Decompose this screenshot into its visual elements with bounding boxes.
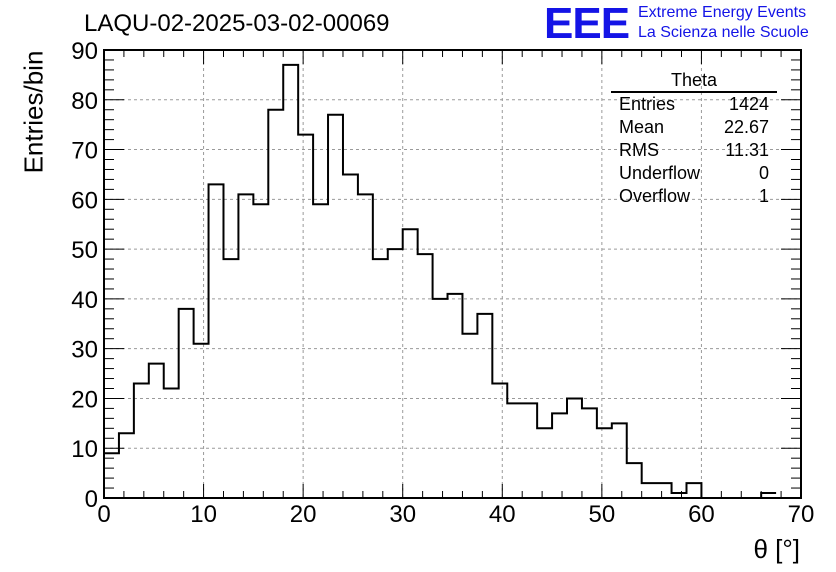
histogram-bin — [567, 398, 582, 498]
histogram-bin — [298, 135, 313, 498]
y-tick-label: 50 — [71, 237, 98, 264]
y-tick-label: 60 — [71, 187, 98, 214]
grid-lines — [104, 50, 801, 498]
histogram-bin — [612, 423, 627, 498]
stats-row-entries: Entries 1424 — [611, 93, 777, 116]
x-tick-label: 10 — [190, 501, 217, 528]
plot-frame — [103, 49, 802, 499]
stats-box: Theta Entries 1424 Mean 22.67 RMS 11.31 … — [611, 70, 777, 208]
stats-row-underflow: Underflow 0 — [611, 162, 777, 185]
histogram-bin — [418, 254, 433, 498]
eee-logo: EEE — [544, 0, 630, 48]
stats-label: Overflow — [619, 186, 691, 206]
y-tick-label: 10 — [71, 436, 98, 463]
histogram-bin — [134, 384, 149, 498]
histogram-bin — [223, 259, 238, 498]
y-tick-label: 80 — [71, 88, 98, 115]
histogram-bin — [642, 483, 657, 498]
axis-ticks — [103, 49, 802, 499]
histogram-bin — [164, 388, 179, 498]
y-tick-label: 70 — [71, 138, 98, 165]
histogram-bin — [209, 184, 224, 498]
histogram-bin — [686, 483, 701, 498]
logo-caption-line2: La Scienza nelle Scuole — [638, 24, 809, 41]
x-tick-label: 0 — [97, 501, 110, 528]
histogram-bin — [373, 259, 388, 498]
x-tick-label: 20 — [290, 501, 317, 528]
histogram-bin — [448, 294, 463, 498]
histogram-bin — [283, 65, 298, 498]
x-axis-label: θ [°] — [753, 534, 800, 564]
chart-title: LAQU-02-2025-03-02-00069 — [84, 10, 390, 37]
y-tick-label: 0 — [85, 486, 98, 513]
stats-value: 11.31 — [725, 140, 769, 160]
stats-value: 0 — [758, 163, 769, 183]
histogram-bin — [433, 299, 448, 498]
histogram-bin — [119, 433, 134, 498]
stats-label: Entries — [619, 94, 676, 114]
stats-value: 1 — [758, 186, 769, 206]
stats-value: 1424 — [728, 94, 769, 114]
histogram-bin — [537, 428, 552, 498]
histogram-bin — [507, 403, 522, 498]
histogram-bin — [582, 408, 597, 498]
histogram-bin — [761, 493, 776, 498]
y-axis-label: Entries/bin — [18, 50, 49, 174]
histogram-bin — [388, 249, 403, 498]
histogram-bin — [477, 314, 492, 498]
histogram-bin — [179, 309, 194, 498]
histogram-bin — [328, 115, 343, 498]
stats-row-overflow: Overflow 1 — [611, 185, 777, 208]
histogram-bin — [268, 110, 283, 498]
histogram-series — [104, 63, 777, 499]
stats-row-rms: RMS 11.31 — [611, 139, 777, 162]
histogram-bin — [104, 453, 119, 498]
stats-row-mean: Mean 22.67 — [611, 116, 777, 139]
histogram-bin — [149, 364, 164, 498]
histogram-bin — [194, 344, 209, 498]
x-tick-label: 30 — [389, 501, 416, 528]
stats-value: 22.67 — [723, 117, 769, 137]
x-tick-label: 50 — [589, 501, 616, 528]
histogram-bin — [462, 334, 477, 498]
x-tick-label: 40 — [489, 501, 516, 528]
histogram-bin — [403, 229, 418, 498]
histogram-bin — [627, 463, 642, 498]
y-tick-label: 40 — [71, 287, 98, 314]
histogram-bin — [657, 483, 672, 498]
x-tick-label: 60 — [688, 501, 715, 528]
histogram-bin — [492, 384, 507, 498]
histogram-bin — [672, 493, 687, 498]
y-tick-label: 30 — [71, 337, 98, 364]
stats-label: Mean — [619, 117, 665, 137]
x-tick-label: 70 — [788, 501, 815, 528]
stats-label: Underflow — [619, 163, 701, 183]
histogram-bin — [597, 428, 612, 498]
histogram-bin — [343, 174, 358, 498]
histogram-bin — [522, 403, 537, 498]
stats-title: Theta — [611, 70, 777, 93]
histogram-bin — [552, 413, 567, 498]
y-tick-label: 90 — [71, 38, 98, 65]
stats-label: RMS — [619, 140, 659, 160]
y-tick-label: 20 — [71, 386, 98, 413]
histogram-bin — [313, 204, 328, 498]
histogram-bin — [358, 194, 373, 498]
histogram-bin — [253, 204, 268, 498]
logo-caption-line1: Extreme Energy Events — [638, 4, 807, 21]
histogram-bin — [238, 194, 253, 498]
